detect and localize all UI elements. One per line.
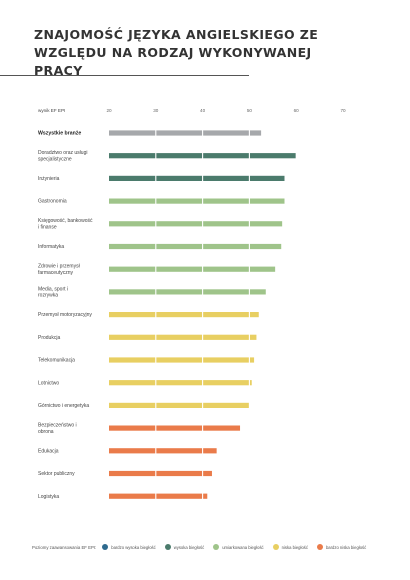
category-label: Gastronomia — [38, 199, 67, 205]
bar — [109, 221, 283, 227]
x-tick-label: 70 — [340, 108, 346, 113]
bar — [109, 175, 285, 181]
bar — [109, 198, 285, 204]
bar — [109, 266, 276, 272]
bar — [109, 425, 241, 431]
category-label: Edukacja — [38, 448, 59, 454]
bar — [109, 402, 250, 408]
bar — [109, 312, 259, 318]
category-label: Zdrowie i przemysł farmaceutyczny — [38, 264, 81, 276]
x-tick-label: 60 — [294, 108, 300, 113]
legend-label-moderate: umiarkowana biegłość — [222, 544, 264, 550]
legend-item-very-high: bardzo wysoka biegłość — [102, 544, 156, 550]
x-axis-label: wynik EF EPI — [38, 108, 65, 113]
category-label: Bezpieczeństwo i obrona — [38, 423, 77, 435]
bar — [109, 470, 212, 477]
legend-swatch-high — [164, 544, 171, 550]
bar — [109, 448, 217, 454]
category-label: Produkcja — [38, 335, 60, 341]
bar — [109, 243, 282, 250]
category-label: Inżynieria — [38, 176, 60, 182]
x-tick-label: 40 — [200, 108, 206, 113]
bar — [109, 289, 266, 295]
x-tick-label: 50 — [247, 108, 253, 113]
category-label: Wszystkie branże — [38, 131, 81, 137]
legend-swatch-moderate — [213, 544, 220, 550]
legend-item-very-low: bardzo niska biegłość — [316, 544, 367, 550]
legend-swatch-very-low — [316, 544, 323, 550]
category-label: Sektor publiczny — [38, 471, 75, 477]
legend-swatch-very-high — [102, 544, 109, 550]
legend: Poziomy zaawansowania EF EPI: bardzo wys… — [32, 541, 375, 553]
chart-title: ZNAJOMOŚĆ JĘZYKA ANGIELSKIEGO ZE WZGLĘDU… — [34, 27, 319, 78]
legend-title: Poziomy zaawansowania EF EPI: — [32, 544, 97, 550]
legend-label-very-high: bardzo wysoka biegłość — [111, 544, 156, 550]
legend-item-low: niska biegłość — [272, 544, 308, 550]
category-label: Telekomunikacja — [38, 358, 75, 364]
category-label: Logistyka — [38, 494, 59, 500]
bar — [109, 380, 252, 386]
bar — [109, 334, 257, 340]
category-label: Lotnictwo — [38, 380, 59, 386]
legend-label-high: wysoka biegłość — [173, 544, 205, 550]
category-label: Informatyka — [38, 244, 64, 250]
bar — [109, 357, 255, 363]
category-label: Doradztwo oraz usługi specjalistyczne — [38, 150, 87, 162]
legend-item-high: wysoka biegłość — [164, 544, 205, 550]
title-divider — [0, 75, 249, 76]
x-tick-label: 30 — [153, 108, 159, 113]
x-tick-label: 20 — [106, 108, 112, 113]
category-label: Księgowość, bankowość i finanse — [38, 218, 93, 230]
category-label: Media, sport i rozrywka — [38, 286, 68, 298]
legend-swatch-low — [272, 544, 279, 550]
legend-label-very-low: bardzo niska biegłość — [325, 544, 367, 550]
category-label: Przemysł motoryzacyjny — [38, 312, 92, 318]
bar — [109, 130, 262, 136]
legend-label-low: niska biegłość — [281, 544, 308, 550]
legend-item-moderate: umiarkowana biegłość — [213, 544, 264, 550]
bar — [109, 493, 208, 499]
category-label: Górnictwo i energetyka — [38, 403, 89, 409]
